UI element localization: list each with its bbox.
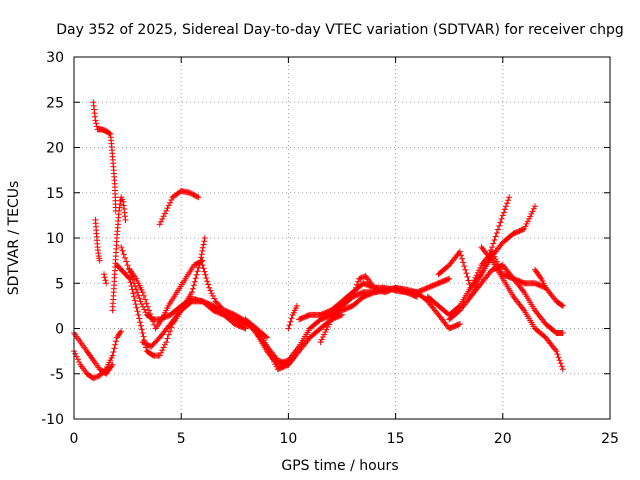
- series-markers: [328, 280, 420, 314]
- series-arc-9: [126, 257, 206, 332]
- y-tick-label: 5: [55, 276, 64, 292]
- series-arc-23: [478, 244, 566, 373]
- series-markers: [126, 257, 206, 332]
- series-arc-6: [109, 194, 129, 314]
- x-tick-label: 25: [601, 431, 619, 447]
- y-tick-label: 10: [46, 231, 64, 247]
- series-arc-5: [101, 271, 110, 287]
- y-tick-label: 20: [46, 141, 64, 157]
- chart-title: Day 352 of 2025, Sidereal Day-to-day VTE…: [56, 22, 624, 38]
- series-markers: [156, 187, 202, 228]
- series-arc-21: [435, 203, 538, 291]
- series-markers: [478, 244, 566, 373]
- series-markers: [139, 235, 208, 350]
- series-markers: [532, 266, 549, 291]
- y-tick-label: 30: [46, 50, 64, 66]
- series-markers: [199, 262, 298, 368]
- y-tick-label: -5: [50, 367, 64, 383]
- x-tick-label: 15: [387, 431, 405, 447]
- y-tick-label: 15: [46, 186, 64, 202]
- series-layer: [71, 99, 566, 382]
- y-tick-label: 0: [55, 322, 64, 338]
- series-markers: [109, 194, 129, 314]
- y-tick-label: -10: [41, 412, 64, 428]
- series-arc-11: [156, 187, 202, 228]
- y-axis-label: SDTVAR / TECUs: [6, 181, 22, 296]
- x-tick-label: 10: [279, 431, 297, 447]
- x-axis-label: GPS time / hours: [281, 458, 398, 474]
- series-arc-4: [92, 216, 103, 264]
- series-arc-24: [532, 266, 549, 291]
- x-tick-labels: 0 5 10 15 20 25: [70, 431, 619, 447]
- y-tick-label: 25: [46, 95, 64, 111]
- plot-frame: [73, 56, 611, 420]
- x-tick-label: 0: [70, 431, 79, 447]
- x-tick-label: 5: [177, 431, 186, 447]
- series-arc-22: [467, 262, 566, 336]
- series-markers: [101, 271, 110, 287]
- series-arc-18: [328, 280, 420, 314]
- series-arc-10: [139, 235, 208, 350]
- series-markers: [285, 302, 300, 332]
- grid-layer: [74, 57, 610, 419]
- series-markers: [467, 262, 566, 336]
- series-arc-3: [90, 99, 119, 214]
- series-arc-15: [285, 302, 300, 332]
- series-arc-12: [199, 262, 298, 368]
- series-markers: [92, 216, 103, 264]
- series-markers: [435, 203, 538, 291]
- y-tick-labels: -10 -5 0 5 10 15 20 25 30: [41, 50, 64, 428]
- x-tick-label: 20: [494, 431, 512, 447]
- series-markers: [90, 99, 119, 214]
